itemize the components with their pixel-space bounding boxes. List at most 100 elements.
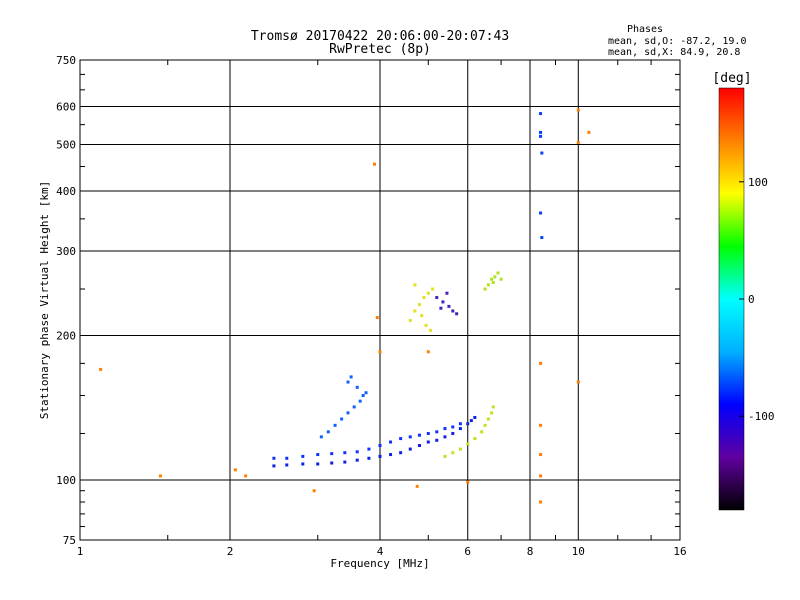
data-point bbox=[426, 291, 430, 295]
data-point bbox=[455, 312, 459, 316]
data-point bbox=[346, 411, 350, 415]
y-tick-label: 500 bbox=[56, 139, 76, 152]
data-point bbox=[490, 411, 494, 415]
data-point bbox=[244, 474, 248, 478]
data-point bbox=[499, 277, 503, 281]
data-point bbox=[458, 422, 462, 426]
data-point bbox=[378, 350, 382, 354]
data-point bbox=[451, 451, 455, 455]
data-point bbox=[435, 430, 439, 434]
data-point bbox=[473, 437, 477, 441]
data-point bbox=[469, 419, 473, 423]
data-point bbox=[451, 432, 455, 436]
data-point bbox=[375, 316, 379, 320]
data-point bbox=[378, 444, 382, 448]
y-axis-label: Stationary phase Virtual Height [km] bbox=[38, 181, 51, 419]
chart-subtitle: RwPretec (8p) bbox=[329, 42, 431, 57]
x-tick-label: 6 bbox=[464, 545, 471, 558]
colorbar-tick-label: -100 bbox=[748, 410, 775, 423]
data-point bbox=[539, 361, 543, 365]
data-point bbox=[493, 275, 497, 279]
data-point bbox=[399, 451, 403, 455]
data-point bbox=[413, 283, 417, 287]
data-point bbox=[483, 287, 487, 291]
data-point bbox=[539, 500, 543, 504]
data-point bbox=[480, 430, 484, 434]
data-point bbox=[540, 151, 544, 155]
data-point bbox=[435, 438, 439, 442]
y-tick-label: 400 bbox=[56, 185, 76, 198]
data-point bbox=[490, 277, 494, 281]
data-point bbox=[451, 425, 455, 429]
data-point bbox=[576, 380, 580, 384]
data-point bbox=[316, 462, 320, 466]
data-point bbox=[466, 422, 470, 426]
data-point bbox=[364, 391, 368, 395]
data-point bbox=[408, 447, 412, 451]
data-point bbox=[422, 296, 426, 300]
data-point bbox=[326, 430, 330, 434]
y-tick-label: 100 bbox=[56, 474, 76, 487]
data-point bbox=[441, 300, 445, 304]
data-point bbox=[355, 385, 359, 389]
data-point bbox=[346, 380, 350, 384]
data-point bbox=[301, 462, 305, 466]
data-point bbox=[358, 399, 362, 403]
x-tick-label: 2 bbox=[227, 545, 234, 558]
data-point bbox=[473, 415, 477, 419]
data-point bbox=[466, 442, 470, 446]
data-point bbox=[496, 271, 500, 275]
data-point bbox=[426, 432, 430, 436]
data-point bbox=[443, 454, 447, 458]
minor-ticks bbox=[80, 60, 680, 540]
data-point bbox=[361, 394, 365, 398]
data-point bbox=[312, 489, 316, 493]
data-point bbox=[458, 427, 462, 431]
data-point bbox=[319, 435, 323, 439]
data-point bbox=[587, 130, 591, 134]
phase-line-x: mean, sd,X: 84.9, 20.8 bbox=[608, 47, 740, 58]
data-point bbox=[426, 440, 430, 444]
data-point bbox=[435, 296, 439, 300]
data-point bbox=[367, 447, 371, 451]
data-point bbox=[413, 309, 417, 313]
data-point bbox=[539, 112, 543, 116]
x-tick-label: 16 bbox=[673, 545, 686, 558]
data-point bbox=[408, 318, 412, 322]
data-point bbox=[539, 130, 543, 134]
data-point bbox=[491, 405, 495, 409]
data-point bbox=[445, 291, 449, 295]
data-point bbox=[158, 474, 162, 478]
data-point bbox=[539, 211, 543, 215]
colorbar-tick-label: 0 bbox=[748, 293, 755, 306]
data-point bbox=[340, 417, 344, 421]
data-point bbox=[539, 474, 543, 478]
data-point bbox=[428, 328, 432, 332]
x-tick-label: 10 bbox=[572, 545, 585, 558]
data-point bbox=[330, 452, 334, 456]
colorbar-label: [deg] bbox=[712, 71, 751, 86]
data-point bbox=[483, 423, 487, 427]
y-tick-label: 200 bbox=[56, 330, 76, 343]
data-point bbox=[424, 323, 428, 327]
data-point bbox=[486, 283, 490, 287]
y-tick-label: 75 bbox=[63, 534, 76, 547]
data-point bbox=[355, 450, 359, 454]
data-point bbox=[352, 405, 356, 409]
data-point bbox=[426, 350, 430, 354]
data-point bbox=[408, 435, 412, 439]
data-point bbox=[285, 463, 289, 467]
x-tick-labels: 1 2 4 6 8 10 16 bbox=[77, 545, 687, 558]
data-point bbox=[389, 453, 393, 457]
data-point bbox=[576, 108, 580, 112]
colorbar-tick-label: 100 bbox=[748, 176, 768, 189]
data-point bbox=[233, 468, 237, 472]
data-point bbox=[539, 423, 543, 427]
phase-line-o: mean, sd,O: -87.2, 19.0 bbox=[608, 36, 746, 47]
data-point bbox=[458, 447, 462, 451]
phase-header: Phases bbox=[627, 24, 663, 35]
data-point bbox=[576, 140, 580, 144]
data-point bbox=[355, 458, 359, 462]
data-point bbox=[443, 427, 447, 431]
